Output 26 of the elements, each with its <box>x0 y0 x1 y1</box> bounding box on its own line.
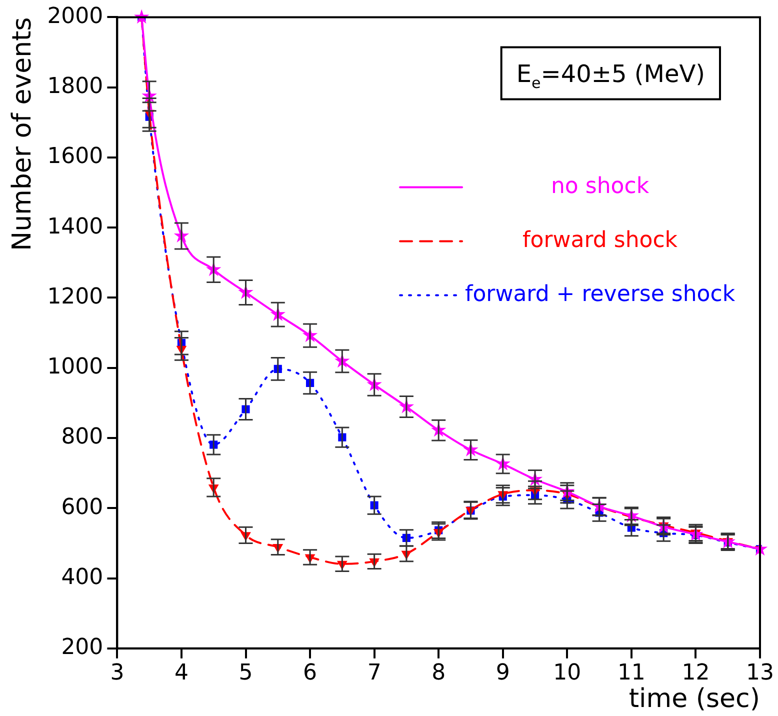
y-tick-label: 400 <box>61 564 104 590</box>
x-tick-label: 6 <box>303 660 318 686</box>
text: no shock <box>550 174 650 199</box>
x-tick-label: 7 <box>367 660 382 686</box>
y-axis-title: Number of events <box>7 17 38 251</box>
x-tick-label: 8 <box>432 660 446 686</box>
x-axis-title: time (sec) <box>628 684 760 714</box>
y-tick-label: 1400 <box>47 214 104 240</box>
y-tick-label: 1800 <box>47 74 104 100</box>
x-tick-label: 13 <box>746 660 774 686</box>
x-tick-label: 4 <box>174 660 188 686</box>
y-tick-label: 1000 <box>47 354 104 380</box>
x-tick-label: 11 <box>617 660 646 686</box>
y-tick-label: 200 <box>61 635 104 660</box>
text: forward shock <box>522 228 678 253</box>
y-tick-label: 1200 <box>47 284 104 310</box>
y-tick-label: 1600 <box>47 144 104 170</box>
y-tick-label: 2000 <box>47 4 104 29</box>
x-tick-label: 10 <box>553 660 582 686</box>
x-tick-label: 12 <box>682 660 710 686</box>
x-tick-label: 3 <box>110 660 124 686</box>
y-tick-label: 600 <box>61 494 104 520</box>
x-tick-label: 5 <box>238 660 253 686</box>
legend-label: forward + reverse shock <box>464 282 736 307</box>
y-tick-label: 800 <box>61 424 104 450</box>
x-tick-label: 9 <box>496 660 510 686</box>
